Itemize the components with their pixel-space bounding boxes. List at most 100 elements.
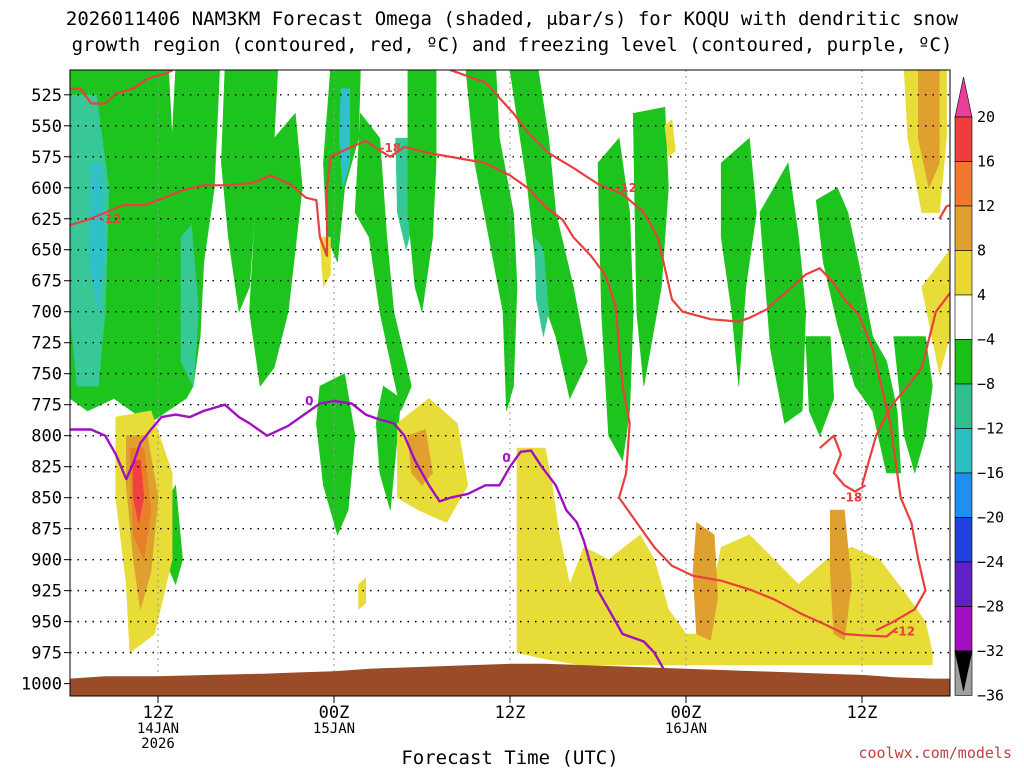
teal-region-4 — [534, 236, 550, 337]
x-tick-label: 15JAN — [313, 721, 355, 737]
y-tick-label: 1000 — [21, 675, 62, 695]
dgz-contour-1 — [70, 70, 176, 105]
green-region-14 — [815, 187, 902, 474]
green-region-17 — [316, 373, 356, 536]
y-tick-label: 900 — [31, 551, 62, 571]
freezing-level-contour — [70, 399, 677, 687]
colorbar-top-arrow — [954, 76, 973, 118]
colorbar-label: −8 — [977, 375, 995, 393]
y-tick-label: 700 — [31, 303, 62, 323]
chart-title-line1: 2026011406 NAM3KM Forecast Omega (shaded… — [66, 8, 959, 30]
x-tick-label: 12Z — [495, 703, 526, 723]
colorbar-segment — [954, 517, 973, 563]
green-region-16 — [375, 385, 402, 511]
dgz-contour-label: -12 — [615, 181, 637, 195]
colorbar: 20 16 12 8 4 −4 −8 −12 −16 −20 −24 −28 −32 −36 — [954, 76, 1004, 705]
orange-region-3 — [692, 521, 719, 641]
cyan-region-1 — [89, 162, 106, 312]
colorbar-segment — [954, 383, 973, 429]
green-region-10 — [597, 137, 634, 462]
y-tick-label: 675 — [31, 272, 62, 292]
colorbar-segment — [954, 472, 973, 518]
green-region-9 — [509, 70, 588, 400]
x-tick-label: 00Z — [671, 703, 702, 723]
contours: -12 -18 -12 -18 -12 0 0 — [70, 70, 950, 687]
green-region-3 — [221, 70, 279, 313]
dgz-contour-6 — [860, 292, 950, 486]
orange-region-4 — [829, 509, 852, 641]
orange-region-2 — [407, 429, 433, 486]
colorbar-label: 4 — [977, 286, 986, 304]
colorbar-segment — [954, 161, 973, 207]
x-axis-label: Forecast Time (UTC) — [401, 747, 618, 768]
colorbar-segment — [954, 428, 973, 474]
green-region-4 — [249, 112, 303, 387]
y-tick-label: 975 — [31, 644, 62, 664]
yellow-region-8 — [358, 577, 367, 610]
y-tick-label: 750 — [31, 365, 62, 385]
colorbar-label: −32 — [977, 642, 1004, 660]
dgz-contour-label: -12 — [893, 625, 915, 639]
dgz-contour-5 — [938, 203, 950, 220]
y-tick-label: 825 — [31, 458, 62, 478]
x-tick-label: 16JAN — [665, 721, 707, 737]
y-tick-label: 775 — [31, 396, 62, 416]
cyan-region-2 — [338, 88, 351, 188]
green-region-6 — [354, 112, 412, 412]
y-tick-label: 525 — [31, 86, 62, 106]
colorbar-segment — [954, 205, 973, 251]
red-region-1 — [133, 460, 145, 523]
y-tick-label: 725 — [31, 334, 62, 354]
yellow-region-2 — [397, 398, 469, 523]
teal-region-2 — [180, 224, 199, 388]
dgz-contour-label: -18 — [379, 141, 401, 155]
colorbar-segment — [954, 606, 973, 652]
colorbar-label: 16 — [977, 153, 995, 171]
y-tick-label: 875 — [31, 520, 62, 540]
y-axis: 525 550 575 600 625 650 675 700 725 750 775 800 825 8… — [21, 86, 70, 695]
dgz-contour-7 — [819, 434, 867, 493]
x-tick-label: 12Z — [143, 703, 174, 723]
terrain-fill — [70, 663, 950, 696]
credit-text: coolwx.com/models — [858, 744, 1012, 762]
chart-title-line2: growth region (contoured, red, ºC) and f… — [72, 34, 953, 56]
colorbar-label: 20 — [977, 108, 995, 126]
green-region-8 — [465, 70, 518, 411]
dgz-contour-4 — [449, 70, 927, 632]
green-region-13 — [759, 162, 807, 424]
colorbar-label: 8 — [977, 242, 986, 260]
dgz-contour-label: -12 — [100, 212, 122, 226]
colorbar-segment — [954, 294, 973, 340]
plot-area: -12 -18 -12 -18 -12 0 0 — [70, 70, 950, 696]
y-tick-label: 925 — [31, 582, 62, 602]
dgz-contour-2 — [70, 139, 898, 638]
y-tick-label: 800 — [31, 427, 62, 447]
yellow-region-3 — [516, 447, 933, 666]
colorbar-label: −4 — [977, 331, 995, 349]
dgz-contour-label: -18 — [841, 491, 863, 505]
y-tick-label: 650 — [31, 241, 62, 261]
grid-lines — [70, 70, 950, 696]
x-tick-label: 12Z — [847, 703, 878, 723]
y-tick-label: 575 — [31, 148, 62, 168]
x-tick-label: 2026 — [141, 736, 175, 752]
colorbar-label: −36 — [977, 687, 1004, 705]
omega-shading — [70, 70, 950, 666]
y-tick-label: 950 — [31, 613, 62, 633]
orange-region-5 — [917, 70, 940, 189]
colorbar-segment — [954, 250, 973, 296]
colorbar-segment — [954, 561, 973, 607]
colorbar-label: −16 — [977, 464, 1004, 482]
yellow-region-7 — [664, 118, 676, 158]
y-tick-label: 550 — [31, 117, 62, 137]
colorbar-label: −20 — [977, 509, 1004, 527]
colorbar-segment — [954, 116, 973, 162]
colorbar-segment — [954, 339, 973, 385]
green-region-11 — [632, 106, 669, 387]
green-region-7 — [407, 70, 437, 312]
green-region-19 — [805, 336, 835, 437]
colorbar-label: −28 — [977, 598, 1004, 616]
x-tick-label: 14JAN — [137, 721, 179, 737]
